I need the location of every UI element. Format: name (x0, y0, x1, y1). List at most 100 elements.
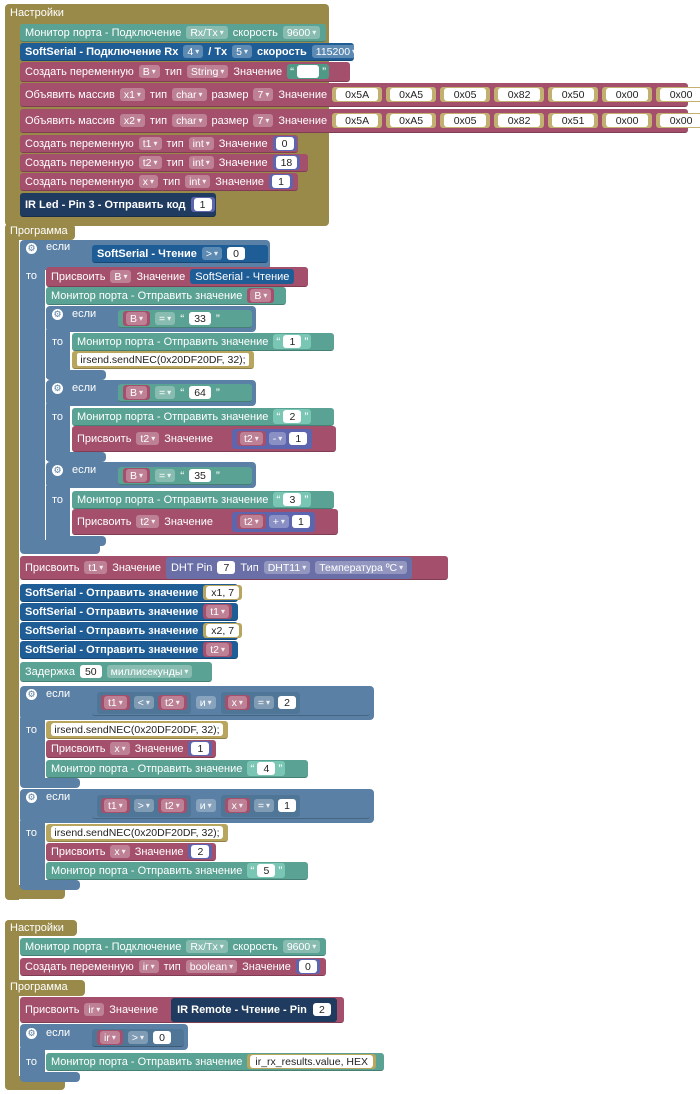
number-field[interactable]: 18 (275, 156, 298, 169)
assign-t1-dht[interactable]: Присвоить t1 Значение DHT Pin 7 Тип DHT1… (20, 556, 448, 580)
var-name-dropdown[interactable]: t1 (138, 137, 162, 150)
create-var-b-block[interactable]: Создать переменную B тип String Значение… (20, 62, 350, 82)
array-value-field[interactable]: 0x50 (552, 88, 595, 101)
array-value-field[interactable]: 0x82 (498, 88, 541, 101)
softserial-send-block[interactable]: SoftSerial - Отправить значение t2 (20, 641, 238, 659)
compare-op-dropdown[interactable]: = (253, 696, 275, 709)
logic-and-2[interactable]: t1 > t2 и x = 1 (92, 793, 370, 819)
array-value-field[interactable]: 0x05 (444, 88, 487, 101)
var-type-dropdown[interactable]: int (185, 175, 211, 188)
gear-icon[interactable]: ⚙ (52, 309, 63, 320)
assign-x-1[interactable]: Присвоить x Значение 1 (46, 740, 216, 758)
softserial-send-block[interactable]: SoftSerial - Отправить значение x2, 7 (20, 622, 243, 640)
create-var-t2-block[interactable]: Создать переменную t2 тип int Значение 1… (20, 154, 308, 172)
assign-t2-minus[interactable]: Присвоить t2 Значение t2 - 1 (72, 426, 336, 452)
send-value[interactable]: t2 (206, 643, 230, 656)
send-value[interactable]: x2, 7 (206, 624, 240, 637)
var-type-dropdown[interactable]: String (186, 65, 229, 78)
softserial-read-compare[interactable]: SoftSerial - Чтение > 0 (92, 245, 268, 263)
array-value-field[interactable]: 0x00 (660, 114, 700, 127)
gear-icon[interactable]: ⚙ (52, 383, 63, 394)
gear-icon[interactable]: ⚙ (26, 689, 37, 700)
array-size-dropdown[interactable]: 7 (253, 114, 274, 127)
logic-op-dropdown[interactable]: и (195, 696, 216, 709)
number-field[interactable]: 1 (193, 198, 212, 211)
logic-and-1[interactable]: t1 < t2 и x = 2 (92, 690, 370, 716)
declare-array-x1-block[interactable]: Объявить массив x1 тип char размер 7 Зна… (20, 83, 700, 107)
gear-icon[interactable]: ⚙ (26, 1028, 37, 1039)
compare-op-dropdown[interactable]: < (133, 696, 154, 709)
compare-op-dropdown[interactable]: = (155, 469, 176, 482)
var-type-dropdown[interactable]: int (188, 156, 214, 169)
create-var-t1-block[interactable]: Создать переменную t1 тип int Значение 0 (20, 135, 298, 153)
number-field[interactable]: 0 (227, 247, 246, 260)
assign-x-2[interactable]: Присвоить x Значение 2 (46, 843, 216, 861)
soft-tx-dropdown[interactable]: 5 (232, 45, 253, 58)
serial-speed-dropdown[interactable]: 9600 (282, 26, 321, 39)
array-size-dropdown[interactable]: 7 (253, 88, 274, 101)
serial-port-dropdown[interactable]: Rx/Tx (186, 26, 228, 39)
assign-t2-plus[interactable]: Присвоить t2 Значение t2 + 1 (72, 509, 338, 535)
var-name-dropdown[interactable]: B (138, 65, 160, 78)
declare-array-x2-block[interactable]: Объявить массив x2 тип char размер 7 Зна… (20, 109, 700, 133)
array-value-field[interactable]: 0x5A (336, 114, 379, 127)
serial-print-4[interactable]: Монитор порта - Отправить значение “4” (46, 760, 308, 778)
array-value-field[interactable]: 0x51 (552, 114, 595, 127)
serial-print-b[interactable]: Монитор порта - Отправить значение B (46, 287, 286, 305)
array-value-field[interactable]: 0x82 (498, 114, 541, 127)
soft-rx-dropdown[interactable]: 4 (183, 45, 204, 58)
dht-measure-dropdown[interactable]: Температура ºC (315, 561, 408, 574)
code-irsend-1[interactable]: irsend.sendNEC(0x20DF20DF, 32); (72, 351, 254, 369)
compare-b-64[interactable]: B = “64” (118, 384, 252, 402)
array-value-field[interactable]: 0x00 (660, 88, 700, 101)
assign-ir-block[interactable]: Присвоить ir Значение IR Remote - Чтение… (20, 997, 344, 1023)
gear-icon[interactable]: ⚙ (52, 465, 63, 476)
math-op-dropdown[interactable]: - (268, 432, 287, 445)
send-value[interactable]: x1, 7 (206, 586, 240, 599)
logic-op-dropdown[interactable]: и (195, 799, 216, 812)
number-field[interactable]: 1 (272, 175, 291, 188)
dht-type-dropdown[interactable]: DHT11 (263, 561, 311, 574)
var-name-dropdown[interactable]: B (110, 270, 132, 283)
array-value-field[interactable]: 0x5A (336, 88, 379, 101)
create-var-ir-block[interactable]: Создать переменную ir тип boolean Значен… (20, 958, 326, 976)
serial-print-5[interactable]: Монитор порта - Отправить значение “5” (46, 862, 308, 880)
code-irsend-3[interactable]: irsend.sendNEC(0x20DF20DF, 32); (46, 824, 228, 842)
softserial-send-block[interactable]: SoftSerial - Отправить значение x1, 7 (20, 584, 243, 602)
delay-unit-dropdown[interactable]: миллисекунды (106, 665, 193, 678)
math-op-dropdown[interactable]: + (268, 515, 289, 528)
compare-b-33[interactable]: B = “33” (118, 310, 252, 328)
array-type-dropdown[interactable]: char (172, 114, 207, 127)
array-name-dropdown[interactable]: x2 (119, 114, 145, 127)
var-name-dropdown[interactable]: x (138, 175, 159, 188)
compare-ir[interactable]: ir > 0 (92, 1029, 184, 1047)
program-block-1[interactable] (5, 224, 19, 900)
var-type-dropdown[interactable]: int (188, 137, 214, 150)
serial-connect-block-2[interactable]: Монитор порта - Подключение Rx/Tx скорос… (20, 938, 326, 956)
compare-op-dropdown[interactable]: > (127, 1031, 149, 1044)
delay-block[interactable]: Задержка 50 миллисекунды (20, 662, 212, 682)
serial-print-ir[interactable]: Монитор порта - Отправить значение ir_rx… (46, 1053, 384, 1071)
serial-connect-block[interactable]: Монитор порта - Подключение Rx/Tx скорос… (20, 24, 326, 42)
softserial-send-block[interactable]: SoftSerial - Отправить значение t1 (20, 603, 238, 621)
array-value-field[interactable]: 0x05 (444, 114, 487, 127)
serial-print-2[interactable]: Монитор порта - Отправить значение “2” (72, 408, 334, 426)
array-name-dropdown[interactable]: x1 (119, 88, 145, 101)
gear-icon[interactable]: ⚙ (26, 792, 37, 803)
gear-icon[interactable]: ⚙ (26, 243, 37, 254)
compare-op-dropdown[interactable]: > (133, 799, 154, 812)
serial-print-1[interactable]: Монитор порта - Отправить значение “1” (72, 333, 334, 351)
string-field[interactable] (297, 65, 320, 78)
array-value-field[interactable]: 0xA5 (390, 114, 433, 127)
array-value-field[interactable]: 0x00 (606, 88, 649, 101)
var-name-dropdown[interactable]: t2 (138, 156, 162, 169)
array-type-dropdown[interactable]: char (172, 88, 207, 101)
softserial-connect-block[interactable]: SoftSerial - Подключение Rx 4 / Tx 5 ско… (20, 43, 361, 61)
compare-op-dropdown[interactable]: = (155, 312, 176, 325)
compare-op-dropdown[interactable]: > (201, 247, 223, 260)
send-value[interactable]: t1 (206, 605, 230, 618)
array-value-field[interactable]: 0x00 (606, 114, 649, 127)
array-value-field[interactable]: 0xA5 (390, 88, 433, 101)
compare-b-35[interactable]: B = “35” (118, 467, 252, 485)
settings-block-2[interactable] (5, 920, 19, 1090)
